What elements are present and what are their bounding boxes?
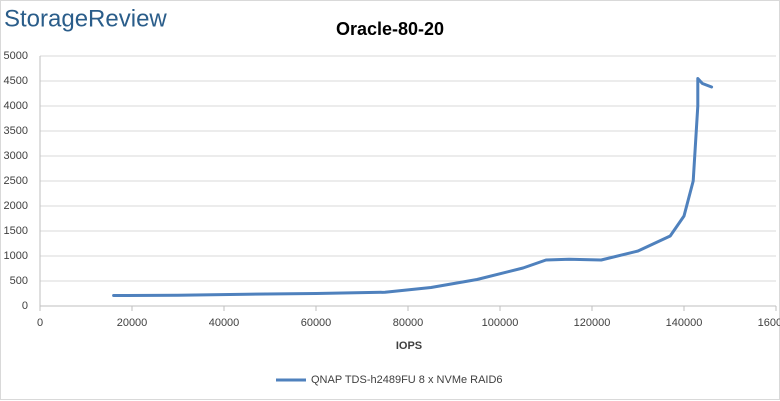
chart-title: Oracle-80-20 bbox=[336, 19, 444, 39]
y-tick-label: 0 bbox=[22, 300, 28, 312]
x-tick-label: 40000 bbox=[209, 317, 240, 329]
x-tick-label: 80000 bbox=[393, 317, 424, 329]
legend-label: QNAP TDS-h2489FU 8 x NVMe RAID6 bbox=[311, 374, 503, 386]
y-tick-label: 2500 bbox=[4, 175, 28, 187]
y-tick-label: 1500 bbox=[4, 225, 28, 237]
series-line bbox=[112, 77, 714, 297]
x-tick-label: 20000 bbox=[117, 317, 148, 329]
x-tick-label: 160000 bbox=[758, 317, 780, 329]
x-tick-label: 120000 bbox=[574, 317, 611, 329]
x-tick-label: 60000 bbox=[301, 317, 332, 329]
y-tick-label: 5000 bbox=[4, 50, 28, 62]
y-tick-label: 1000 bbox=[4, 250, 28, 262]
x-tick-label: 140000 bbox=[666, 317, 703, 329]
y-tick-label: 3500 bbox=[4, 125, 28, 137]
y-tick-label: 2000 bbox=[4, 200, 28, 212]
y-tick-label: 4500 bbox=[4, 75, 28, 87]
brand-logo: StorageReview bbox=[4, 5, 167, 32]
y-tick-label: 4000 bbox=[4, 100, 28, 112]
x-axis-title: IOPS bbox=[396, 340, 422, 352]
y-tick-label: 3000 bbox=[4, 150, 28, 162]
y-tick-label: 500 bbox=[10, 275, 28, 287]
x-tick-label: 100000 bbox=[482, 317, 519, 329]
x-tick-label: 0 bbox=[37, 317, 43, 329]
